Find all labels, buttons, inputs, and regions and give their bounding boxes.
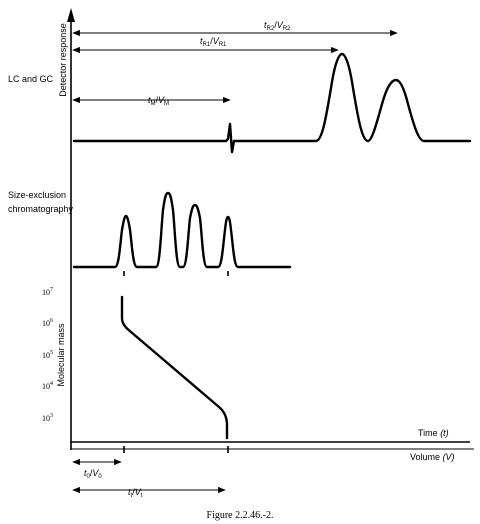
- svg-text:106: 106: [42, 318, 53, 328]
- t0-label: t0/V0: [84, 468, 102, 480]
- tt-label: tt/Vt: [128, 487, 143, 499]
- sec-label-line1: Size-exclusion: [8, 190, 66, 200]
- mass-tick-1e5: 105: [42, 350, 53, 360]
- molecular-mass-label: Molecular mass: [56, 323, 66, 387]
- lc-gc-trace: [72, 52, 472, 154]
- tM-label: tM/VM: [148, 95, 169, 107]
- mass-tick-1e6: 106: [42, 318, 53, 328]
- tR2-label: tR2/VR2: [264, 20, 291, 32]
- y-axis-arrowhead: [67, 8, 75, 22]
- svg-text:107: 107: [42, 287, 53, 297]
- svg-text:tM/VM: tM/VM: [148, 95, 169, 107]
- detector-response-label: Detector response: [58, 23, 68, 97]
- svg-text:tR1/VR1: tR1/VR1: [200, 36, 227, 48]
- svg-text:tR2/VR2: tR2/VR2: [264, 20, 291, 32]
- figure-caption: Figure 2.2.46.-2.: [207, 510, 274, 521]
- svg-text:t0/V0: t0/V0: [84, 468, 102, 480]
- time-label: Time (t): [418, 428, 449, 438]
- svg-text:104: 104: [42, 381, 53, 391]
- svg-text:tt/Vt: tt/Vt: [128, 487, 143, 499]
- tR1-label: tR1/VR1: [200, 36, 227, 48]
- sec-label-line2: chromatography: [8, 204, 74, 214]
- mass-tick-1e3: 103: [42, 413, 53, 423]
- volume-label: Volume (V): [410, 452, 455, 462]
- svg-text:105: 105: [42, 350, 53, 360]
- lc-gc-label: LC and GC: [8, 74, 54, 84]
- sec-trace: [72, 191, 292, 269]
- calibration-curve: [120, 295, 229, 440]
- mass-tick-1e7: 107: [42, 287, 53, 297]
- svg-text:103: 103: [42, 413, 53, 423]
- mass-tick-1e4: 104: [42, 381, 53, 391]
